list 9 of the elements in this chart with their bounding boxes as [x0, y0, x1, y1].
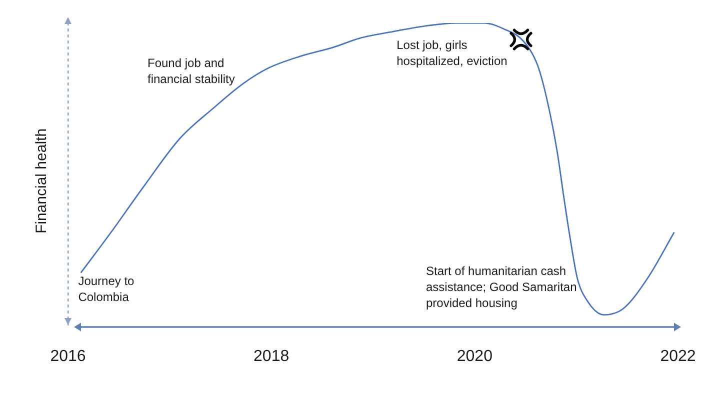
annotation: Journey to Colombia	[78, 273, 134, 306]
annotation: Found job and financial stability	[148, 54, 235, 87]
x-tick-label: 2018	[254, 348, 290, 366]
x-tick-label: 2020	[456, 348, 493, 366]
x-tick-label: 2016	[50, 348, 86, 366]
annotation: Start of humanitarian cash assistance; Good Samaritan provided housing	[426, 262, 577, 311]
x-tick-label: 2022	[660, 348, 696, 366]
annotation: Lost job, girls hospitalized, eviction	[396, 37, 508, 70]
y-axis-title: Financial health	[33, 128, 50, 234]
